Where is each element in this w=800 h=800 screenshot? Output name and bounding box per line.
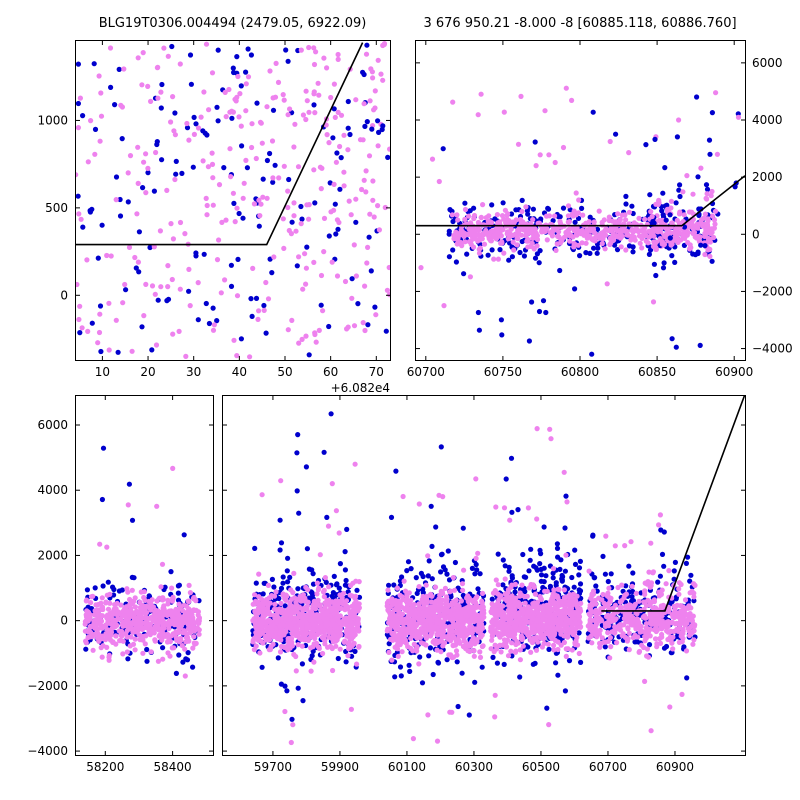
y-tick-label: 2000 bbox=[752, 170, 783, 184]
x-tick-label: 10 bbox=[95, 365, 110, 379]
tick-labels: 59700 59900 60100 60300 60500 60700 60900 bbox=[254, 760, 694, 774]
y-tick-label: 4000 bbox=[37, 483, 68, 497]
scatter-series-violet bbox=[97, 465, 192, 679]
model-line bbox=[415, 175, 745, 227]
tick-labels: 60700 60750 60800 60850 60900 6000 4000 2000 0 −2… bbox=[407, 56, 793, 379]
axes-frame bbox=[415, 40, 746, 361]
y-tick-label: 2000 bbox=[37, 548, 68, 562]
axes-frame bbox=[75, 395, 214, 756]
scatter-series-violet bbox=[250, 570, 362, 674]
y-tick-label: 500 bbox=[45, 201, 68, 215]
x-tick-label: 58200 bbox=[86, 760, 124, 774]
y-tick-label: −4000 bbox=[27, 744, 68, 758]
y-tick-label: 0 bbox=[60, 288, 68, 302]
scatter-series-blue bbox=[440, 94, 741, 357]
model-line bbox=[601, 395, 745, 612]
model-line bbox=[75, 42, 364, 246]
scatter-series-violet bbox=[585, 568, 698, 661]
scatter-series-violet bbox=[384, 575, 487, 667]
axis-ticks bbox=[416, 41, 745, 360]
scatter-points bbox=[250, 395, 745, 746]
scatter-points bbox=[415, 85, 745, 357]
y-tick-label: −4000 bbox=[752, 342, 793, 356]
x-tick-label: 60700 bbox=[407, 365, 445, 379]
x-tick-label: 60900 bbox=[656, 760, 694, 774]
y-tick-label: 4000 bbox=[752, 113, 783, 127]
y-tick-label: −2000 bbox=[27, 679, 68, 693]
scatter-series-violet bbox=[228, 41, 387, 223]
y-tick-label: 1000 bbox=[37, 113, 68, 127]
axes-frame bbox=[222, 395, 746, 756]
scatter-series-violet bbox=[418, 85, 742, 309]
x-tick-label: 30 bbox=[186, 365, 201, 379]
axis-ticks bbox=[76, 41, 390, 360]
x-axis-offset-label: +6.082e4 bbox=[331, 381, 390, 395]
scatter-series-violet bbox=[647, 173, 717, 253]
tick-labels: 58200 58400 6000 4000 2000 0 −2000 −4000 bbox=[27, 418, 191, 774]
x-tick-label: 60850 bbox=[638, 365, 676, 379]
tick-labels: 10 20 30 40 50 60 70 0 500 1000 +6.082e4 bbox=[37, 113, 390, 395]
scatter-series-blue bbox=[221, 54, 386, 225]
panel-full-right: 59700 59900 60100 60300 60500 60700 60900 bbox=[222, 395, 746, 774]
scatter-points bbox=[82, 445, 202, 679]
x-tick-label: 59900 bbox=[321, 760, 359, 774]
y-tick-label: −2000 bbox=[752, 284, 793, 298]
axis-ticks bbox=[223, 396, 745, 755]
y-tick-label: 6000 bbox=[37, 418, 68, 432]
scatter-series-violet bbox=[82, 584, 202, 664]
x-tick-label: 58400 bbox=[154, 760, 192, 774]
x-tick-label: 20 bbox=[140, 365, 155, 379]
y-tick-label: 0 bbox=[752, 227, 760, 241]
y-tick-label: 0 bbox=[60, 614, 68, 628]
panel-title-season-zoom: 3 676 950.21 -8.000 -8 [60885.118, 60886… bbox=[423, 16, 737, 31]
x-tick-label: 59700 bbox=[254, 760, 292, 774]
scatter-series-violet bbox=[258, 461, 358, 746]
scatter-series-blue bbox=[388, 444, 478, 718]
x-tick-label: 70 bbox=[369, 365, 384, 379]
scatter-series-violet bbox=[488, 576, 584, 663]
scatter-series-blue bbox=[99, 445, 187, 677]
scatter-series-blue bbox=[75, 42, 390, 358]
x-tick-label: 60800 bbox=[561, 365, 599, 379]
scatter-series-violet bbox=[400, 476, 481, 744]
x-tick-label: 60300 bbox=[455, 760, 493, 774]
x-tick-label: 60 bbox=[323, 365, 338, 379]
y-tick-label: 6000 bbox=[752, 56, 783, 70]
panel-event-zoom: 10 20 30 40 50 60 70 0 500 1000 +6.082e4 bbox=[37, 40, 391, 395]
panel-full-left: 58200 58400 6000 4000 2000 0 −2000 −4000 bbox=[27, 395, 214, 774]
x-tick-label: 60500 bbox=[522, 760, 560, 774]
axes-frame bbox=[75, 40, 391, 361]
x-tick-label: 60700 bbox=[589, 760, 627, 774]
scatter-series-violet bbox=[492, 426, 578, 728]
scatter-series-violet bbox=[593, 512, 685, 734]
axis-ticks bbox=[76, 396, 213, 755]
scatter-points bbox=[75, 41, 390, 360]
scatter-series-blue bbox=[277, 411, 346, 722]
panel-season-zoom: 60700 60750 60800 60850 60900 6000 4000 2000 0 −2… bbox=[407, 40, 793, 379]
x-tick-label: 50 bbox=[277, 365, 292, 379]
panel-title-event-zoom: BLG19T0306.004494 (2479.05, 6922.09) bbox=[98, 16, 367, 31]
x-tick-label: 60100 bbox=[388, 760, 426, 774]
x-tick-label: 60750 bbox=[484, 365, 522, 379]
x-tick-label: 60900 bbox=[715, 365, 753, 379]
x-tick-label: 40 bbox=[232, 365, 247, 379]
